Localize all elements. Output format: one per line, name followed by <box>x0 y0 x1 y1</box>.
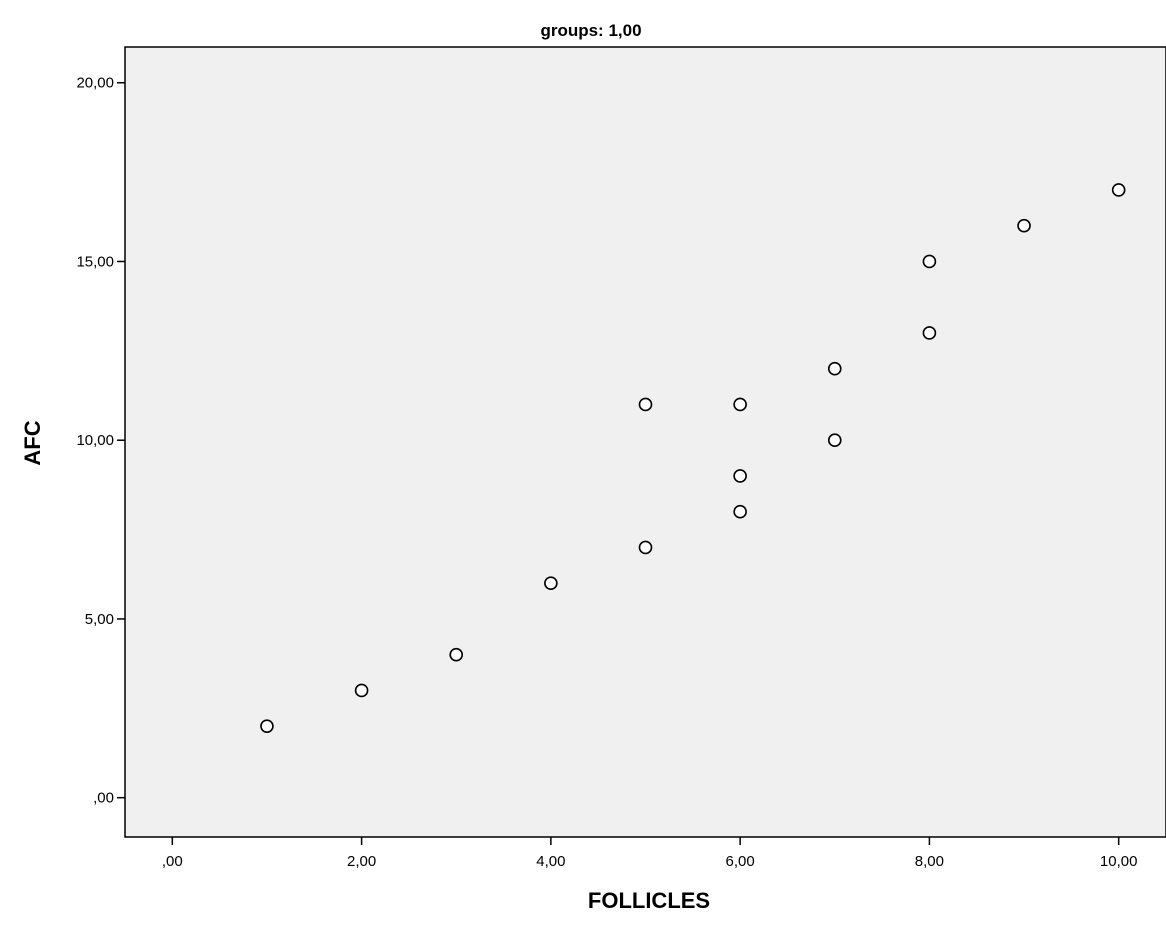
y-tick-label: 5,00 <box>85 611 114 628</box>
data-point <box>733 469 747 483</box>
data-point <box>922 254 937 269</box>
y-tick-label: 15,00 <box>76 253 114 270</box>
data-point <box>922 326 937 340</box>
chart-title: groups: 1,00 <box>540 21 641 40</box>
data-point <box>544 576 558 590</box>
data-point <box>733 397 747 412</box>
y-axis: ,00 5,00 10,00 15,00 20,00 <box>76 75 125 807</box>
data-point <box>260 719 274 733</box>
data-point <box>1017 218 1031 233</box>
data-point <box>638 397 653 412</box>
x-tick-label: 4,00 <box>536 853 565 870</box>
x-tick-label: ,00 <box>162 853 183 870</box>
x-tick-label: 10,00 <box>1100 853 1138 870</box>
x-axis-title: FOLLICLES <box>588 888 710 913</box>
data-point <box>827 433 842 448</box>
data-point <box>1111 183 1126 197</box>
data-point <box>354 683 369 698</box>
y-tick-label: ,00 <box>93 790 114 807</box>
data-point <box>827 361 842 376</box>
data-point <box>449 647 464 662</box>
x-tick-label: 6,00 <box>726 853 755 870</box>
y-tick-label: 20,00 <box>76 75 114 92</box>
y-axis-title: AFC <box>20 420 45 465</box>
data-points <box>260 183 1126 733</box>
y-tick-label: 10,00 <box>76 432 114 449</box>
data-point <box>638 540 653 555</box>
plot-area <box>124 46 1166 838</box>
x-tick-label: 8,00 <box>915 853 944 870</box>
data-point <box>733 504 747 519</box>
x-axis: ,00 2,00 4,00 6,00 8,00 10,00 <box>162 837 1138 870</box>
x-tick-label: 2,00 <box>347 853 376 870</box>
